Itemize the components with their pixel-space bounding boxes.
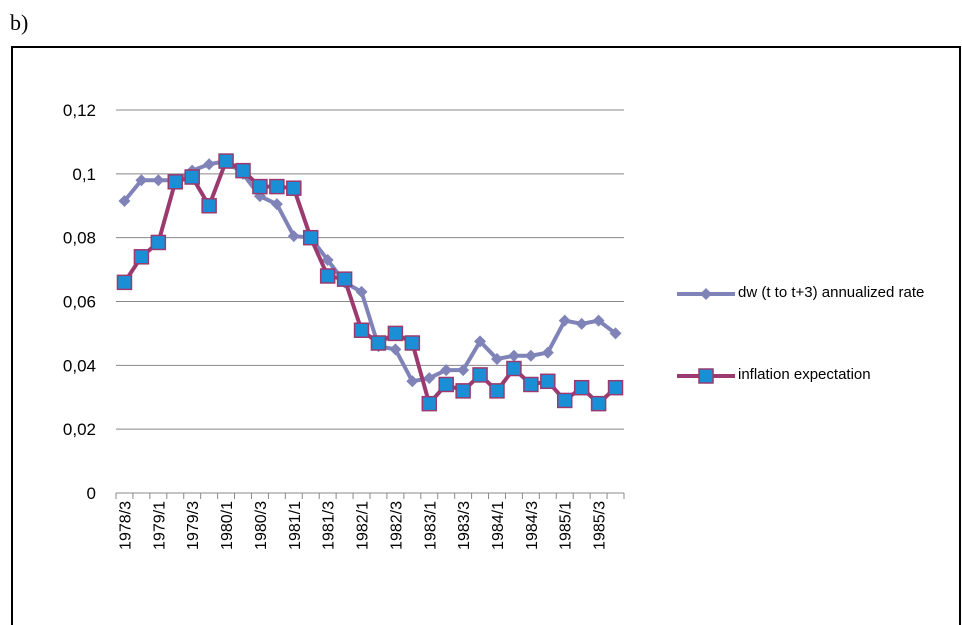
data-point [150, 234, 167, 251]
data-point [556, 392, 573, 409]
x-tick-label: 1985/3 [592, 501, 609, 550]
data-point [592, 314, 605, 327]
data-point [270, 198, 283, 211]
x-tick-label: 1981/3 [321, 501, 338, 550]
data-point [252, 178, 268, 195]
data-point [286, 180, 302, 196]
data-point [609, 327, 622, 340]
data-point [440, 364, 453, 377]
series-line [122, 159, 617, 406]
data-point [474, 335, 487, 348]
legend-label: dw (t to t+3) annualized rate [738, 284, 925, 301]
data-point [524, 349, 537, 362]
y-tick-label: 0,1 [72, 165, 96, 184]
data-point [573, 379, 590, 396]
data-point [541, 346, 554, 359]
legend-marker [700, 288, 712, 300]
data-point [404, 335, 421, 351]
data-point [506, 360, 522, 377]
data-point [116, 274, 133, 291]
chart-frame [11, 46, 961, 625]
data-point [507, 349, 520, 362]
data-point [152, 174, 165, 187]
data-point [135, 174, 148, 187]
data-point [235, 162, 251, 179]
data-point [133, 249, 150, 265]
data-point [321, 254, 334, 267]
data-point [302, 229, 319, 246]
data-point [540, 373, 556, 390]
x-tick-label: 1983/1 [422, 501, 439, 550]
y-tick-label: 0 [87, 484, 96, 503]
data-point [472, 367, 488, 383]
data-point [203, 158, 216, 171]
panel-label: b) [10, 10, 28, 35]
y-tick-label: 0,08 [63, 229, 96, 248]
x-tick-label: 1984/3 [524, 501, 541, 550]
data-point [269, 178, 285, 195]
data-point [218, 153, 234, 169]
x-tick-label: 1979/3 [185, 501, 202, 550]
data-point [575, 317, 588, 330]
y-tick-label: 0,06 [63, 293, 96, 312]
data-point [558, 314, 571, 327]
data-point [355, 285, 368, 298]
data-point [423, 372, 436, 385]
data-point [389, 343, 402, 356]
x-tick-label: 1984/1 [490, 501, 507, 550]
data-point [607, 379, 624, 396]
data-point [406, 375, 419, 388]
x-tick-label: 1979/1 [151, 501, 168, 550]
y-tick-label: 0,12 [63, 101, 96, 120]
y-tick-label: 0,04 [63, 356, 96, 375]
x-tick-label: 1982/1 [355, 501, 372, 550]
data-point [457, 364, 470, 377]
data-point [455, 383, 471, 399]
x-tick-label: 1981/1 [287, 501, 304, 550]
data-point [489, 383, 505, 399]
x-tick-label: 1982/3 [388, 501, 405, 550]
data-point [184, 169, 200, 185]
data-point [336, 271, 353, 287]
data-point [167, 174, 184, 190]
data-point [287, 230, 300, 243]
legend-marker [698, 368, 714, 384]
data-point [387, 325, 404, 342]
x-tick-label: 1983/3 [456, 501, 473, 550]
y-tick-label: 0,02 [63, 420, 96, 439]
x-tick-label: 1978/3 [117, 501, 134, 550]
data-point [590, 395, 607, 412]
data-point [421, 395, 438, 412]
data-point [118, 194, 131, 207]
data-point [491, 352, 503, 365]
data-point [201, 198, 217, 214]
data-point [319, 268, 336, 284]
legend-label: inflation expectation [738, 366, 871, 383]
x-tick-label: 1980/3 [253, 501, 270, 550]
data-point [370, 335, 387, 351]
x-tick-label: 1980/1 [219, 501, 236, 550]
data-point [353, 322, 370, 338]
series-line [122, 159, 617, 384]
data-point [438, 376, 454, 393]
x-tick-label: 1985/1 [558, 501, 575, 550]
data-point [523, 376, 539, 393]
